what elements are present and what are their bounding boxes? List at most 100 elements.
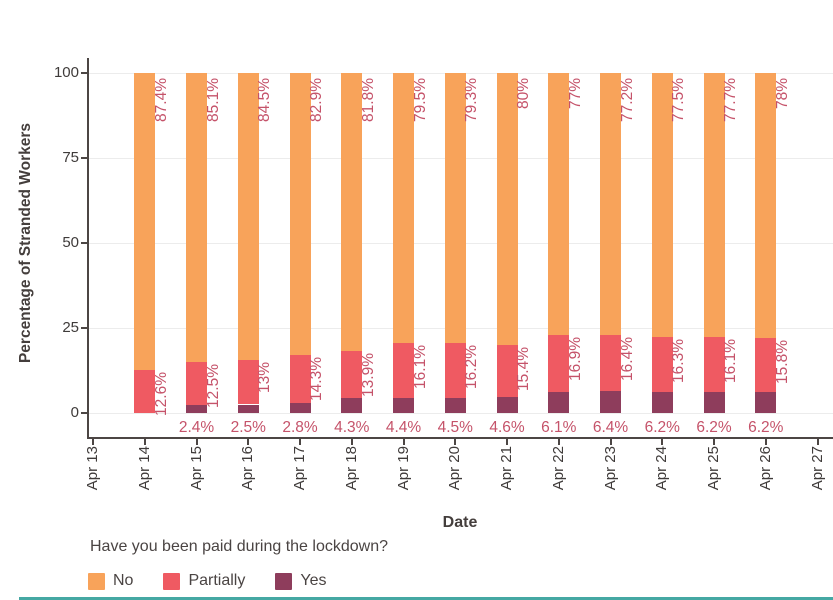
bar-segment-no-apr-25 <box>703 73 725 338</box>
bar-value-label-no: 79.3% <box>463 78 481 122</box>
bar-segment-no-apr-23 <box>600 73 621 336</box>
bar-segment-yes-apr-17 <box>289 403 311 413</box>
bar-value-label-yes: 6.2% <box>696 419 732 436</box>
y-axis-line <box>87 58 89 439</box>
y-tick-label: 50 <box>62 234 79 251</box>
x-tick <box>609 439 612 445</box>
y-tick <box>81 327 87 329</box>
bar-value-label-yes: 6.2% <box>748 419 784 436</box>
legend-title: Have you been paid during the lockdown? <box>90 538 388 555</box>
bar-segment-yes-apr-15 <box>186 404 207 413</box>
x-tick-label: Apr 25 <box>705 446 722 491</box>
legend-swatch-no <box>88 572 105 590</box>
bar-segment-no-apr-21 <box>496 73 518 345</box>
bar-segment-partially-apr-25 <box>703 337 725 392</box>
x-tick-label: Apr 15 <box>187 446 205 491</box>
x-tick-label: Apr 20 <box>446 446 464 491</box>
x-tick-label: Apr 16 <box>239 446 257 491</box>
bar-segment-partially-apr-14 <box>134 370 156 413</box>
bar-segment-partially-apr-26 <box>755 338 777 392</box>
bar-value-label-yes: 4.3% <box>334 419 370 436</box>
bar-value-label-no: 82.9% <box>308 78 325 122</box>
legend-swatch-yes <box>275 572 293 590</box>
bar-segment-yes-apr-24 <box>651 391 673 413</box>
y-axis-title: Percentage of Stranded Workers <box>14 73 38 413</box>
y-tick <box>81 242 87 244</box>
bar-segment-yes-apr-26 <box>755 391 777 413</box>
bar-segment-yes-apr-19 <box>393 398 414 413</box>
legend-item-yes: Yes <box>275 572 326 590</box>
bar-segment-no-apr-16 <box>237 73 259 361</box>
x-tick <box>92 439 94 445</box>
bar-value-label-partially: 16.4% <box>618 337 636 382</box>
bar-value-label-partially: 15.8% <box>773 340 791 385</box>
bar-value-label-no: 85.1% <box>204 78 222 122</box>
x-tick-label: Apr 13 <box>84 446 101 491</box>
x-tick-label: Apr 17 <box>291 446 308 491</box>
x-tick-label: Apr 24 <box>653 446 671 491</box>
bar-value-label-no: 77.2% <box>618 78 636 122</box>
bar-segment-partially-apr-22 <box>548 334 570 393</box>
x-tick <box>713 439 715 445</box>
bar-segment-no-apr-24 <box>651 73 673 337</box>
x-tick-label: Apr 18 <box>342 446 360 491</box>
bar-value-label-yes: 4.4% <box>385 419 422 436</box>
bar-value-label-no: 77% <box>566 78 584 110</box>
bar-segment-yes-apr-23 <box>600 391 621 413</box>
x-tick-label: Apr 14 <box>135 446 153 491</box>
bar-segment-yes-apr-22 <box>548 392 570 413</box>
bar-value-label-partially: 13% <box>256 362 274 394</box>
bar-segment-partially-apr-16 <box>237 360 259 405</box>
bar-value-label-yes: 6.2% <box>644 419 680 436</box>
bar-segment-partially-apr-24 <box>651 336 673 392</box>
bar-value-label-partially: 13.9% <box>359 353 377 398</box>
x-tick <box>247 439 250 445</box>
x-tick-label: Apr 22 <box>549 446 567 491</box>
y-tick <box>81 412 87 414</box>
x-tick <box>299 439 301 445</box>
y-tick <box>81 72 87 74</box>
x-tick-label: Apr 23 <box>601 446 619 491</box>
x-tick-label: Apr 19 <box>394 446 412 491</box>
y-tick-label: 100 <box>53 64 79 81</box>
gridline <box>87 413 833 414</box>
bar-value-label-no: 84.5% <box>256 78 274 122</box>
bar-segment-partially-apr-18 <box>341 351 363 399</box>
bar-segment-yes-apr-16 <box>237 404 259 413</box>
bar-value-label-partially: 12.5% <box>204 364 222 409</box>
legend-item-no: No <box>88 572 133 590</box>
bar-value-label-yes: 2.8% <box>282 419 318 436</box>
legend-label-partially: Partially <box>188 572 246 589</box>
bar-value-label-partially: 16.2% <box>463 344 481 389</box>
bar-value-label-yes: 2.4% <box>178 419 215 436</box>
bar-value-label-no: 81.8% <box>359 78 377 122</box>
x-tick-label: Apr 21 <box>498 446 515 491</box>
y-axis-title-text: Percentage of Stranded Workers <box>17 122 34 364</box>
x-tick <box>195 439 198 445</box>
bar-value-label-yes: 6.1% <box>541 419 577 436</box>
x-tick <box>143 439 146 445</box>
x-tick <box>350 439 353 445</box>
bar-segment-no-apr-19 <box>393 73 414 344</box>
legend: No Partially Yes <box>88 572 326 590</box>
bar-value-label-no: 78% <box>773 78 791 110</box>
x-tick <box>764 439 767 445</box>
bar-segment-no-apr-17 <box>289 73 311 355</box>
y-tick <box>81 157 87 159</box>
bar-segment-no-apr-14 <box>134 73 156 371</box>
bar-segment-yes-apr-20 <box>444 397 466 413</box>
x-tick <box>506 439 508 445</box>
x-axis-title: Date <box>442 514 478 531</box>
bar-value-label-yes: 4.6% <box>489 419 525 436</box>
bottom-strip <box>19 597 833 600</box>
bar-segment-partially-apr-21 <box>496 345 518 398</box>
bar-segment-no-apr-15 <box>186 73 207 363</box>
x-tick <box>661 439 664 445</box>
bar-value-label-yes: 2.5% <box>230 419 266 436</box>
x-axis-line <box>87 437 833 439</box>
x-tick <box>816 439 819 445</box>
bar-value-label-yes: 6.4% <box>592 419 629 436</box>
legend-item-partially: Partially <box>163 572 245 590</box>
legend-label-yes: Yes <box>300 572 327 589</box>
bar-segment-yes-apr-21 <box>496 397 518 413</box>
